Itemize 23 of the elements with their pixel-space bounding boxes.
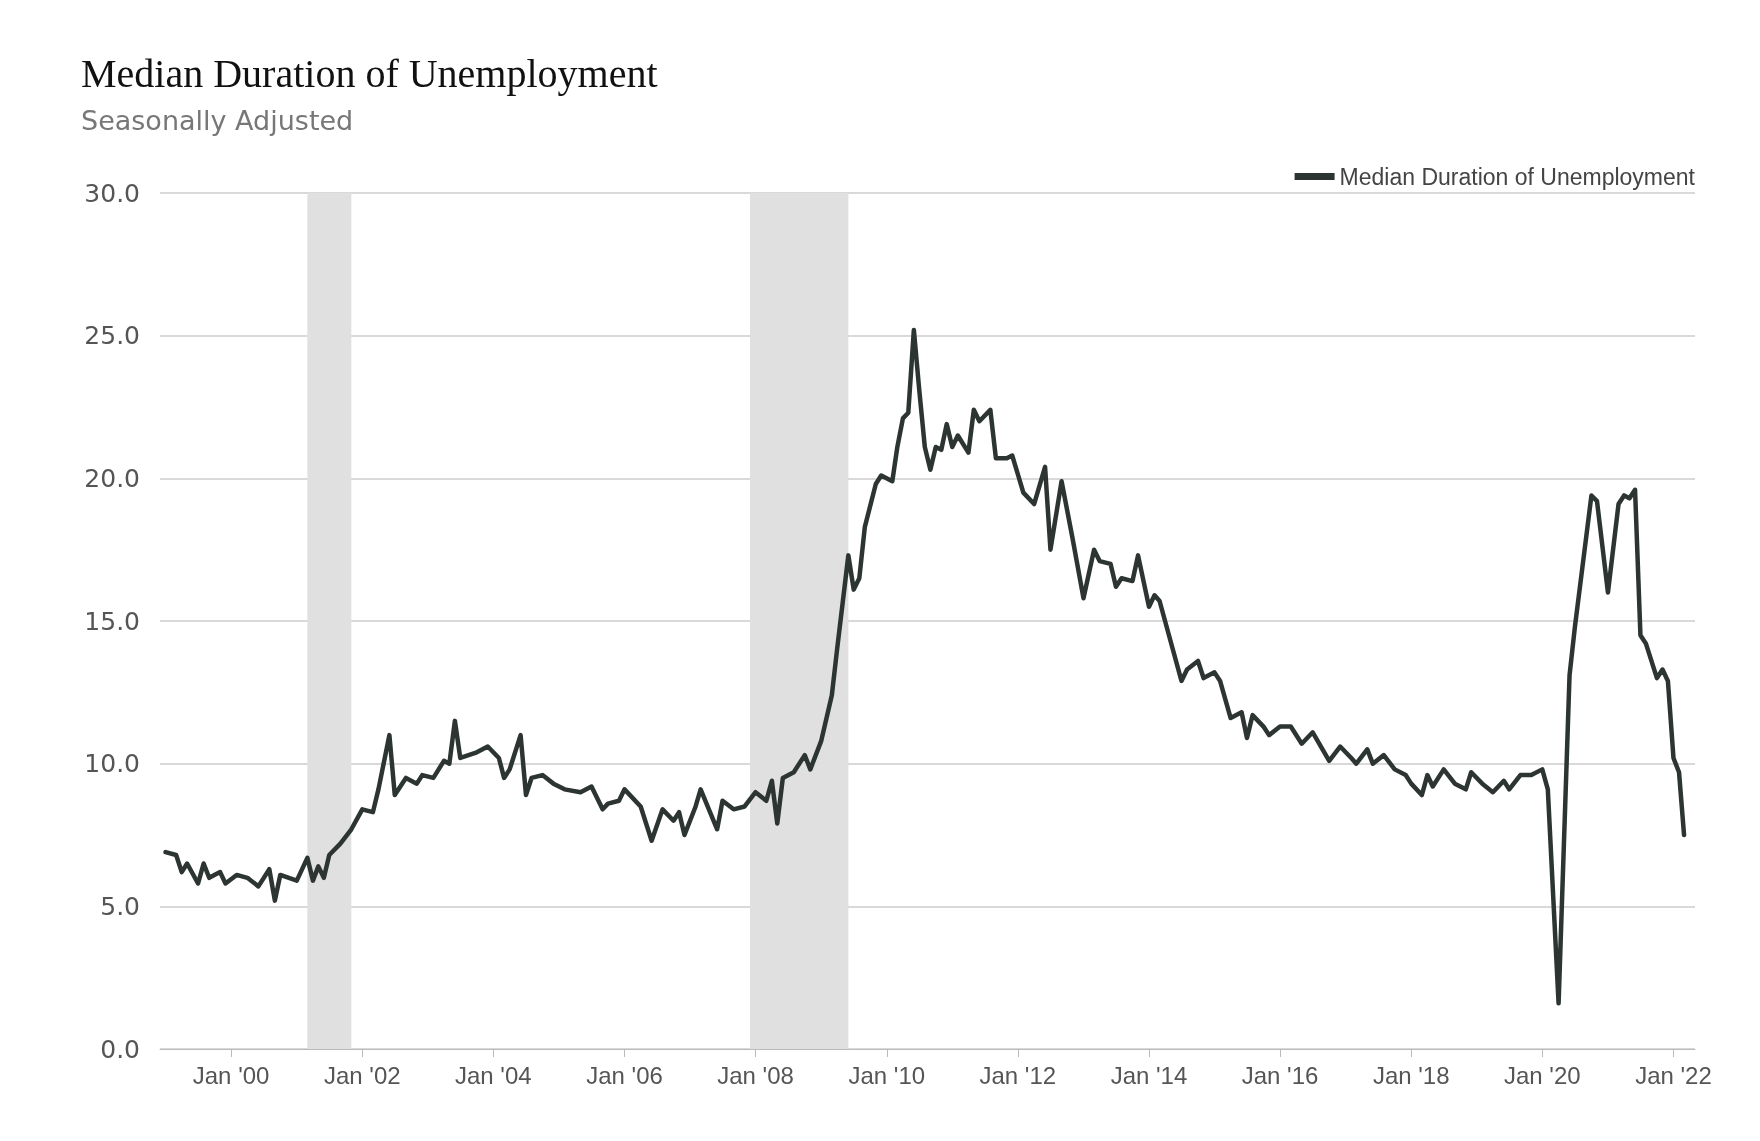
y-tick-label: 10.0 — [84, 749, 140, 779]
x-tick-label: Jan '04 — [454, 1061, 532, 1089]
chart-title: Median Duration of Unemployment — [81, 50, 658, 96]
y-tick-label: 25.0 — [84, 321, 140, 351]
y-tick-label: 0.0 — [100, 1034, 140, 1064]
y-tick-label: 20.0 — [84, 463, 140, 493]
line-series — [163, 327, 1687, 1006]
x-tick-label: Jan '16 — [1241, 1061, 1319, 1089]
x-tick-label: Jan '20 — [1503, 1061, 1581, 1089]
chart-subtitle: Seasonally Adjusted — [81, 105, 354, 136]
y-tick-label: 30.0 — [84, 178, 140, 208]
legend-label: Median Duration of Unemployment — [1339, 163, 1696, 190]
x-tick-label: Jan '06 — [586, 1061, 663, 1089]
y-tick-label: 15.0 — [84, 606, 140, 636]
y-tick-label: 5.0 — [100, 891, 140, 921]
x-tick-label: Jan '08 — [717, 1061, 794, 1089]
x-tick-label: Jan '10 — [848, 1061, 926, 1089]
x-tick-label: Jan '12 — [979, 1061, 1057, 1089]
x-tick-label: Jan '00 — [192, 1061, 270, 1089]
x-tick-label: Jan '18 — [1372, 1061, 1450, 1089]
x-tick-label: Jan '02 — [323, 1061, 401, 1089]
x-tick-label: Jan '22 — [1635, 1061, 1712, 1089]
x-tick-label: Jan '14 — [1110, 1061, 1188, 1089]
